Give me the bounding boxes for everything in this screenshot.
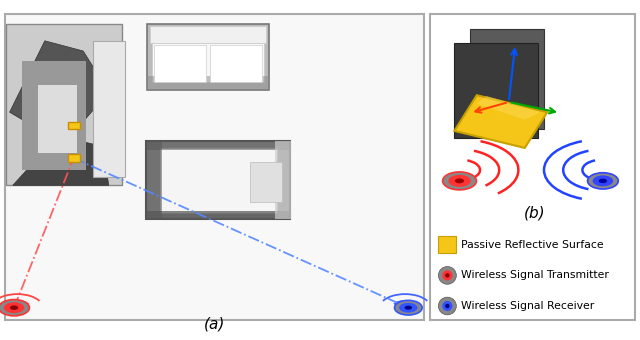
Ellipse shape [404, 306, 412, 310]
Text: (a): (a) [204, 317, 225, 332]
Ellipse shape [4, 302, 24, 313]
Text: Passive Reflective Surface: Passive Reflective Surface [461, 240, 604, 250]
Bar [150, 26, 266, 42]
Ellipse shape [399, 303, 417, 312]
Bar [210, 45, 262, 82]
Ellipse shape [438, 267, 456, 284]
Bar [147, 76, 269, 90]
Ellipse shape [588, 173, 618, 189]
Ellipse shape [442, 270, 452, 280]
Bar [146, 211, 290, 219]
Ellipse shape [438, 297, 456, 315]
Bar [438, 236, 456, 253]
Polygon shape [454, 95, 547, 148]
Polygon shape [477, 96, 541, 120]
Ellipse shape [445, 273, 450, 277]
Bar [68, 122, 80, 129]
Ellipse shape [442, 301, 452, 311]
Ellipse shape [455, 178, 464, 183]
Ellipse shape [599, 179, 607, 183]
Ellipse shape [0, 300, 29, 316]
Bar [275, 141, 291, 219]
Bar [147, 24, 269, 90]
Polygon shape [10, 41, 109, 129]
Bar [68, 154, 80, 162]
Ellipse shape [445, 304, 450, 308]
Bar [154, 45, 206, 82]
Bar [22, 61, 86, 170]
Ellipse shape [443, 172, 476, 190]
Bar [454, 42, 538, 138]
Bar [470, 29, 544, 129]
Text: (b): (b) [524, 206, 545, 221]
Ellipse shape [394, 300, 422, 315]
Bar [5, 14, 424, 320]
Bar [160, 148, 277, 212]
Polygon shape [13, 136, 109, 185]
Bar [146, 141, 290, 150]
Text: Wireless Signal Receiver: Wireless Signal Receiver [461, 301, 595, 311]
Ellipse shape [10, 305, 18, 310]
Text: Wireless Signal Transmitter: Wireless Signal Transmitter [461, 270, 609, 280]
Bar [6, 24, 122, 185]
Bar [38, 85, 77, 153]
Ellipse shape [448, 175, 471, 187]
Bar [146, 141, 290, 219]
Bar [93, 41, 125, 177]
Bar [152, 43, 264, 82]
Bar [250, 162, 282, 202]
Bar [430, 14, 635, 320]
Ellipse shape [593, 175, 613, 186]
Bar [146, 141, 162, 219]
